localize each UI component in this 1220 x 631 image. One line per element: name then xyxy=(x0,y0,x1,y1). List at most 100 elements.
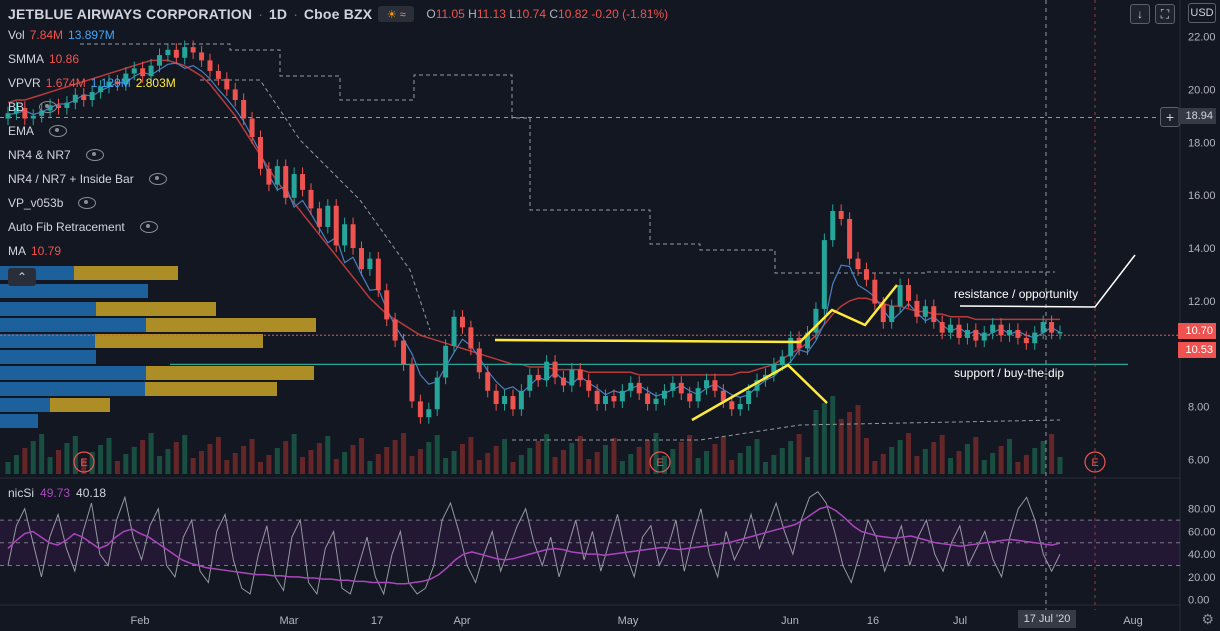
gear-icon[interactable]: ⚙ xyxy=(1201,611,1214,627)
candle-body xyxy=(964,329,970,338)
volume-bar xyxy=(384,447,390,474)
open-value: 11.05 xyxy=(435,7,465,21)
volume-bar xyxy=(358,438,364,474)
rsi-slow-line xyxy=(7,505,1061,585)
eye-icon[interactable] xyxy=(139,221,158,233)
indicator-row[interactable]: MA 10.79 xyxy=(8,244,66,258)
volume-bar xyxy=(796,434,802,474)
volume-bar xyxy=(190,458,196,474)
candle-body xyxy=(838,211,844,219)
eye-icon[interactable] xyxy=(85,149,104,161)
volume-bar xyxy=(628,454,634,474)
candle-body xyxy=(342,224,348,246)
rsi-y-tick-label: 40.00 xyxy=(1188,549,1216,561)
market-status-icon[interactable]: ☀ ≈ xyxy=(378,6,415,22)
indicator-row[interactable]: EMA xyxy=(8,124,68,138)
candle-body xyxy=(695,388,701,402)
volume-bar xyxy=(603,445,609,474)
candle-body xyxy=(1015,329,1021,338)
volume-bar xyxy=(981,460,987,474)
volume-profile-bar xyxy=(50,398,110,412)
y-tick-label: 22.00 xyxy=(1188,32,1216,44)
candle-body xyxy=(215,70,221,79)
candle-body xyxy=(518,390,524,410)
add-alert-plus-icon[interactable]: + xyxy=(1160,107,1180,127)
candle-body xyxy=(510,396,516,410)
volume-bar xyxy=(417,449,423,474)
eye-icon[interactable] xyxy=(78,197,97,209)
download-icon[interactable]: ↓ xyxy=(1130,4,1150,24)
volume-profile-bar xyxy=(0,318,146,332)
candle-body xyxy=(232,89,238,101)
candle-body xyxy=(1057,332,1063,334)
eye-icon[interactable] xyxy=(39,101,58,113)
volume-bar xyxy=(426,442,432,474)
volume-bar xyxy=(274,448,280,474)
indicator-name: VPVR xyxy=(8,76,41,90)
volume-profile-bar xyxy=(0,398,50,412)
indicator-value: 10.79 xyxy=(31,244,62,258)
rsi-name[interactable]: nicSi xyxy=(8,486,35,500)
candle-body xyxy=(266,168,272,185)
volume-bar xyxy=(224,460,230,474)
indicator-row[interactable]: BB xyxy=(8,100,58,114)
last-price-label: 10.70 xyxy=(1178,323,1216,339)
resistance-annotation[interactable]: resistance / opportunity xyxy=(954,287,1079,301)
volume-bar xyxy=(695,458,701,474)
currency-button[interactable]: USD xyxy=(1188,3,1216,23)
indicator-row[interactable]: VPVR 1.674M 1.129M 2.803M xyxy=(8,76,176,90)
indicator-row[interactable]: Auto Fib Retracement xyxy=(8,220,158,234)
indicator-row[interactable]: NR4 / NR7 + Inside Bar xyxy=(8,172,167,186)
volume-bar xyxy=(889,447,895,474)
volume-bar xyxy=(13,455,19,474)
candle-body xyxy=(973,329,979,341)
indicator-value: 2.803M xyxy=(135,76,176,90)
indicator-row[interactable]: NR4 & NR7 xyxy=(8,148,104,162)
candle-body xyxy=(855,258,861,270)
eye-icon[interactable] xyxy=(49,125,68,137)
change-value: -0.20 xyxy=(591,7,619,21)
indicator-row[interactable]: Vol 7.84M 13.897M xyxy=(8,28,115,42)
indicator-row[interactable]: VP_v053b xyxy=(8,196,97,210)
rsi-y-tick-label: 0.00 xyxy=(1188,595,1209,607)
candle-body xyxy=(990,324,996,333)
candle-body xyxy=(872,279,878,304)
eye-icon[interactable] xyxy=(148,173,167,185)
volume-bar xyxy=(5,462,11,474)
candle-body xyxy=(207,60,213,71)
volume-profile-bar xyxy=(145,382,277,396)
candle-body xyxy=(661,390,667,399)
candle-body xyxy=(72,94,78,103)
candle-body xyxy=(502,396,508,404)
volume-bar xyxy=(678,442,684,474)
high-value: 11.13 xyxy=(476,7,506,21)
support-annotation[interactable]: support / buy-the-dip xyxy=(954,366,1065,380)
volume-bar xyxy=(670,449,676,474)
collapse-legend-button[interactable]: ⌃ xyxy=(8,268,36,286)
volume-profile-bar xyxy=(74,266,178,280)
volume-bar xyxy=(156,456,162,474)
candle-body xyxy=(720,390,726,402)
candle-body xyxy=(619,390,625,402)
candle-body xyxy=(199,52,205,61)
candle-body xyxy=(552,361,558,378)
candle-body xyxy=(308,189,314,209)
volume-profile-bar xyxy=(146,318,316,332)
indicator-name: EMA xyxy=(8,124,35,138)
fullscreen-icon[interactable]: ⛶ xyxy=(1155,4,1175,24)
candle-body xyxy=(653,398,659,404)
volume-bar xyxy=(148,433,154,474)
y-tick-label: 8.00 xyxy=(1188,402,1209,414)
interval[interactable]: 1D xyxy=(268,6,288,22)
volume-profile-bar xyxy=(0,350,96,364)
indicator-row[interactable]: SMMA 10.86 xyxy=(8,52,84,66)
volume-bar xyxy=(830,396,836,474)
volume-profile-bar xyxy=(146,366,314,380)
volume-bar xyxy=(493,446,499,474)
indicator-name: VP_v053b xyxy=(8,196,64,210)
earnings-marker-label: E xyxy=(656,457,663,469)
indicator-name: BB xyxy=(8,100,25,114)
rsi-value-1: 49.73 xyxy=(40,486,71,500)
symbol-name[interactable]: JETBLUE AIRWAYS CORPORATION xyxy=(8,6,253,22)
